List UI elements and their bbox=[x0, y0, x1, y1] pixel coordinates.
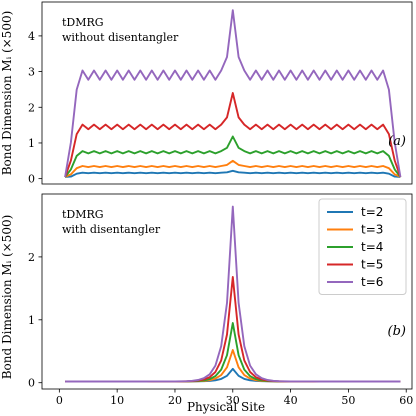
y-tick-label: 1 bbox=[28, 314, 35, 327]
series-line-t=4 bbox=[64, 135, 402, 178]
x-tick-label: 60 bbox=[399, 394, 413, 407]
series-line-t=3 bbox=[64, 159, 401, 178]
x-tick-label: 50 bbox=[341, 394, 355, 407]
annotation-line: tDMRG bbox=[62, 16, 104, 29]
panel-tag-b: (b) bbox=[388, 324, 406, 339]
y-axis-label-b: Bond Dimension Mᵢ (×500) bbox=[0, 215, 14, 380]
legend-label: t=2 bbox=[361, 205, 383, 219]
y-tick-label: 4 bbox=[28, 30, 35, 43]
x-tick-label: 30 bbox=[226, 394, 240, 407]
plot-frame-a bbox=[41, 1, 413, 185]
legend: t=2 t=3 t=4 t=5 t=6 bbox=[318, 198, 407, 295]
legend-box bbox=[318, 198, 407, 295]
y-tick-label: 0 bbox=[28, 377, 35, 390]
y-tick-label: 3 bbox=[28, 66, 35, 79]
series-line-t=6 bbox=[64, 9, 402, 178]
annotation-line: with disentangler bbox=[62, 223, 161, 236]
panel-a: 0 1 2 3 4 tDMRG without disentangler (a) bbox=[28, 1, 413, 186]
x-tick-label: 20 bbox=[168, 394, 182, 407]
series-line-t=5 bbox=[64, 92, 402, 178]
y-tick-label: 2 bbox=[28, 101, 35, 114]
y-tick-label: 2 bbox=[28, 251, 35, 264]
series-line-t=3 bbox=[65, 349, 401, 383]
series-line-t=6 bbox=[65, 205, 401, 383]
legend-label: t=6 bbox=[361, 275, 383, 289]
x-axis-label: Physical Site bbox=[187, 400, 265, 414]
series-line-t=2 bbox=[65, 367, 401, 383]
x-tick-label: 40 bbox=[284, 394, 298, 407]
y-tick-label: 0 bbox=[28, 173, 35, 186]
y-tick-label: 1 bbox=[28, 137, 35, 150]
plot-frame-b bbox=[41, 193, 413, 390]
panel-tag-a: (a) bbox=[388, 134, 406, 149]
annotation-line: without disentangler bbox=[62, 31, 179, 44]
legend-label: t=5 bbox=[361, 258, 383, 272]
legend-label: t=4 bbox=[361, 240, 383, 254]
x-tick-label: 10 bbox=[110, 394, 124, 407]
x-tick-label: 0 bbox=[56, 394, 63, 407]
series-line-t=2 bbox=[65, 169, 401, 178]
y-axis-label-a: Bond Dimension Mᵢ (×500) bbox=[0, 11, 14, 176]
legend-label: t=3 bbox=[361, 223, 383, 237]
annotation-line: tDMRG bbox=[62, 208, 104, 221]
